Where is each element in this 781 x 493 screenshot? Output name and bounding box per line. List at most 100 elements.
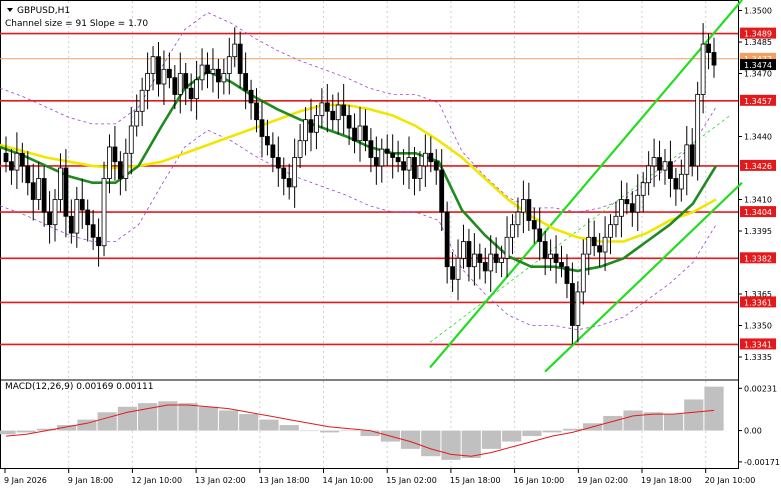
candle-bearish: [564, 266, 570, 284]
level-price-label: 1.3489: [744, 30, 772, 39]
candle-bullish: [455, 257, 461, 280]
candle-bullish: [107, 146, 112, 179]
macd-signal-line: [5, 404, 715, 457]
candle-bearish: [352, 127, 357, 142]
candle-bullish: [101, 178, 107, 247]
symbol-label: GBPUSD,H1: [17, 6, 70, 16]
level-price-label: 1.3382: [744, 254, 772, 263]
candle-bearish: [624, 199, 630, 205]
candle-bearish: [286, 178, 292, 188]
price-axis-label: 1.3365: [744, 290, 772, 299]
candle-bearish: [248, 89, 254, 104]
level-price-tag: [740, 94, 776, 106]
candle-bullish: [580, 253, 586, 293]
time-axis-label: 15 Jan 18:00: [450, 476, 501, 485]
candle-bullish: [145, 73, 151, 91]
candle-bearish: [215, 68, 221, 83]
candle-bullish: [357, 125, 363, 142]
candle-bullish: [515, 211, 521, 226]
candle-bearish: [3, 152, 9, 163]
macd-histogram-bar: [97, 412, 117, 431]
candle-bullish: [314, 115, 319, 133]
candle-bullish: [520, 199, 526, 213]
candle-bullish: [417, 165, 423, 179]
candle-bullish: [461, 241, 466, 259]
symbol-dropdown-icon[interactable]: [7, 8, 13, 12]
candle-bullish: [635, 194, 641, 213]
macd-histogram-bar: [320, 430, 340, 433]
macd-histogram-bar: [0, 430, 16, 435]
candle-bullish: [684, 144, 690, 175]
candle-bearish: [30, 182, 36, 200]
macd-histogram-bar: [502, 430, 522, 442]
candle-bullish: [319, 102, 325, 116]
candle-bullish: [700, 43, 706, 95]
price-axis-label: 1.3470: [744, 70, 772, 79]
macd-histogram-bar: [663, 414, 684, 431]
candle-bearish: [591, 236, 597, 247]
level-price-tag: [740, 252, 776, 264]
time-axis-label: 13 Jan 18:00: [259, 476, 310, 485]
candle-bearish: [308, 119, 314, 133]
channel-label: Channel size = 91 Slope = 1.70: [5, 19, 148, 29]
level-price-label: 1.3361: [744, 298, 772, 307]
candle-bearish: [668, 161, 673, 179]
time-axis-label: 12 Jan 10:00: [131, 476, 182, 485]
candle-bearish: [439, 169, 445, 213]
candle-bearish: [183, 73, 189, 89]
level-price-tag: [740, 338, 776, 350]
candle-bearish: [324, 102, 330, 112]
price-axis-label: 1.3335: [744, 353, 772, 362]
level-price-label: 1.3457: [744, 97, 772, 106]
candle-bearish: [117, 161, 123, 179]
bid-price-tag: [740, 52, 776, 64]
candle-bullish: [619, 199, 624, 217]
candle-bearish: [368, 140, 374, 158]
envelope-upper: [0, 12, 717, 213]
candle-bearish: [537, 228, 543, 242]
macd-histogram-bar: [16, 430, 36, 433]
candle-bearish: [477, 253, 483, 263]
candle-bullish: [199, 64, 205, 81]
time-axis-label: 20 Jan 10:00: [705, 476, 756, 485]
candle-bearish: [363, 125, 368, 142]
level-price-tag: [740, 296, 776, 308]
candle-bullish: [651, 157, 657, 167]
candle-bearish: [346, 115, 352, 129]
candle-bearish: [281, 167, 287, 179]
time-axis-label: 16 Jan 10:00: [514, 476, 565, 485]
candle-bullish: [586, 236, 592, 255]
candle-bullish: [161, 68, 167, 85]
candle-bullish: [128, 125, 134, 154]
macd-histogram-bar: [36, 428, 57, 431]
macd-histogram-bar: [461, 430, 481, 459]
candle-bearish: [47, 211, 52, 226]
candle-bearish: [25, 165, 31, 184]
candle-bullish: [210, 68, 216, 74]
candle-bullish: [608, 224, 613, 238]
price-axis-label: 1.3350: [744, 322, 772, 331]
candle-bullish: [139, 89, 145, 112]
macd-histogram-bar: [239, 414, 259, 431]
macd-histogram-bar: [623, 410, 643, 431]
candle-bearish: [428, 152, 434, 163]
time-axis-label: 9 Jan 2026: [4, 476, 47, 485]
envelope-lower: [0, 129, 717, 331]
candle-bullish: [646, 165, 652, 184]
candle-bearish: [79, 199, 85, 211]
level-price-label: 1.3404: [744, 208, 772, 217]
candle-bullish: [422, 152, 428, 167]
candle-bearish: [412, 157, 417, 179]
macd-axis-label: 0.00: [744, 427, 762, 436]
candle-bullish: [221, 73, 227, 83]
candle-bearish: [433, 161, 439, 171]
moving-average-green: [0, 69, 718, 273]
current-price-tag: [740, 59, 776, 71]
macd-axis-label: -0.00171: [744, 458, 780, 467]
macd-histogram-bar: [178, 403, 198, 431]
macd-histogram-bar: [340, 430, 360, 432]
channel-upper-line: [429, 0, 743, 369]
candle-bullish: [575, 291, 581, 326]
